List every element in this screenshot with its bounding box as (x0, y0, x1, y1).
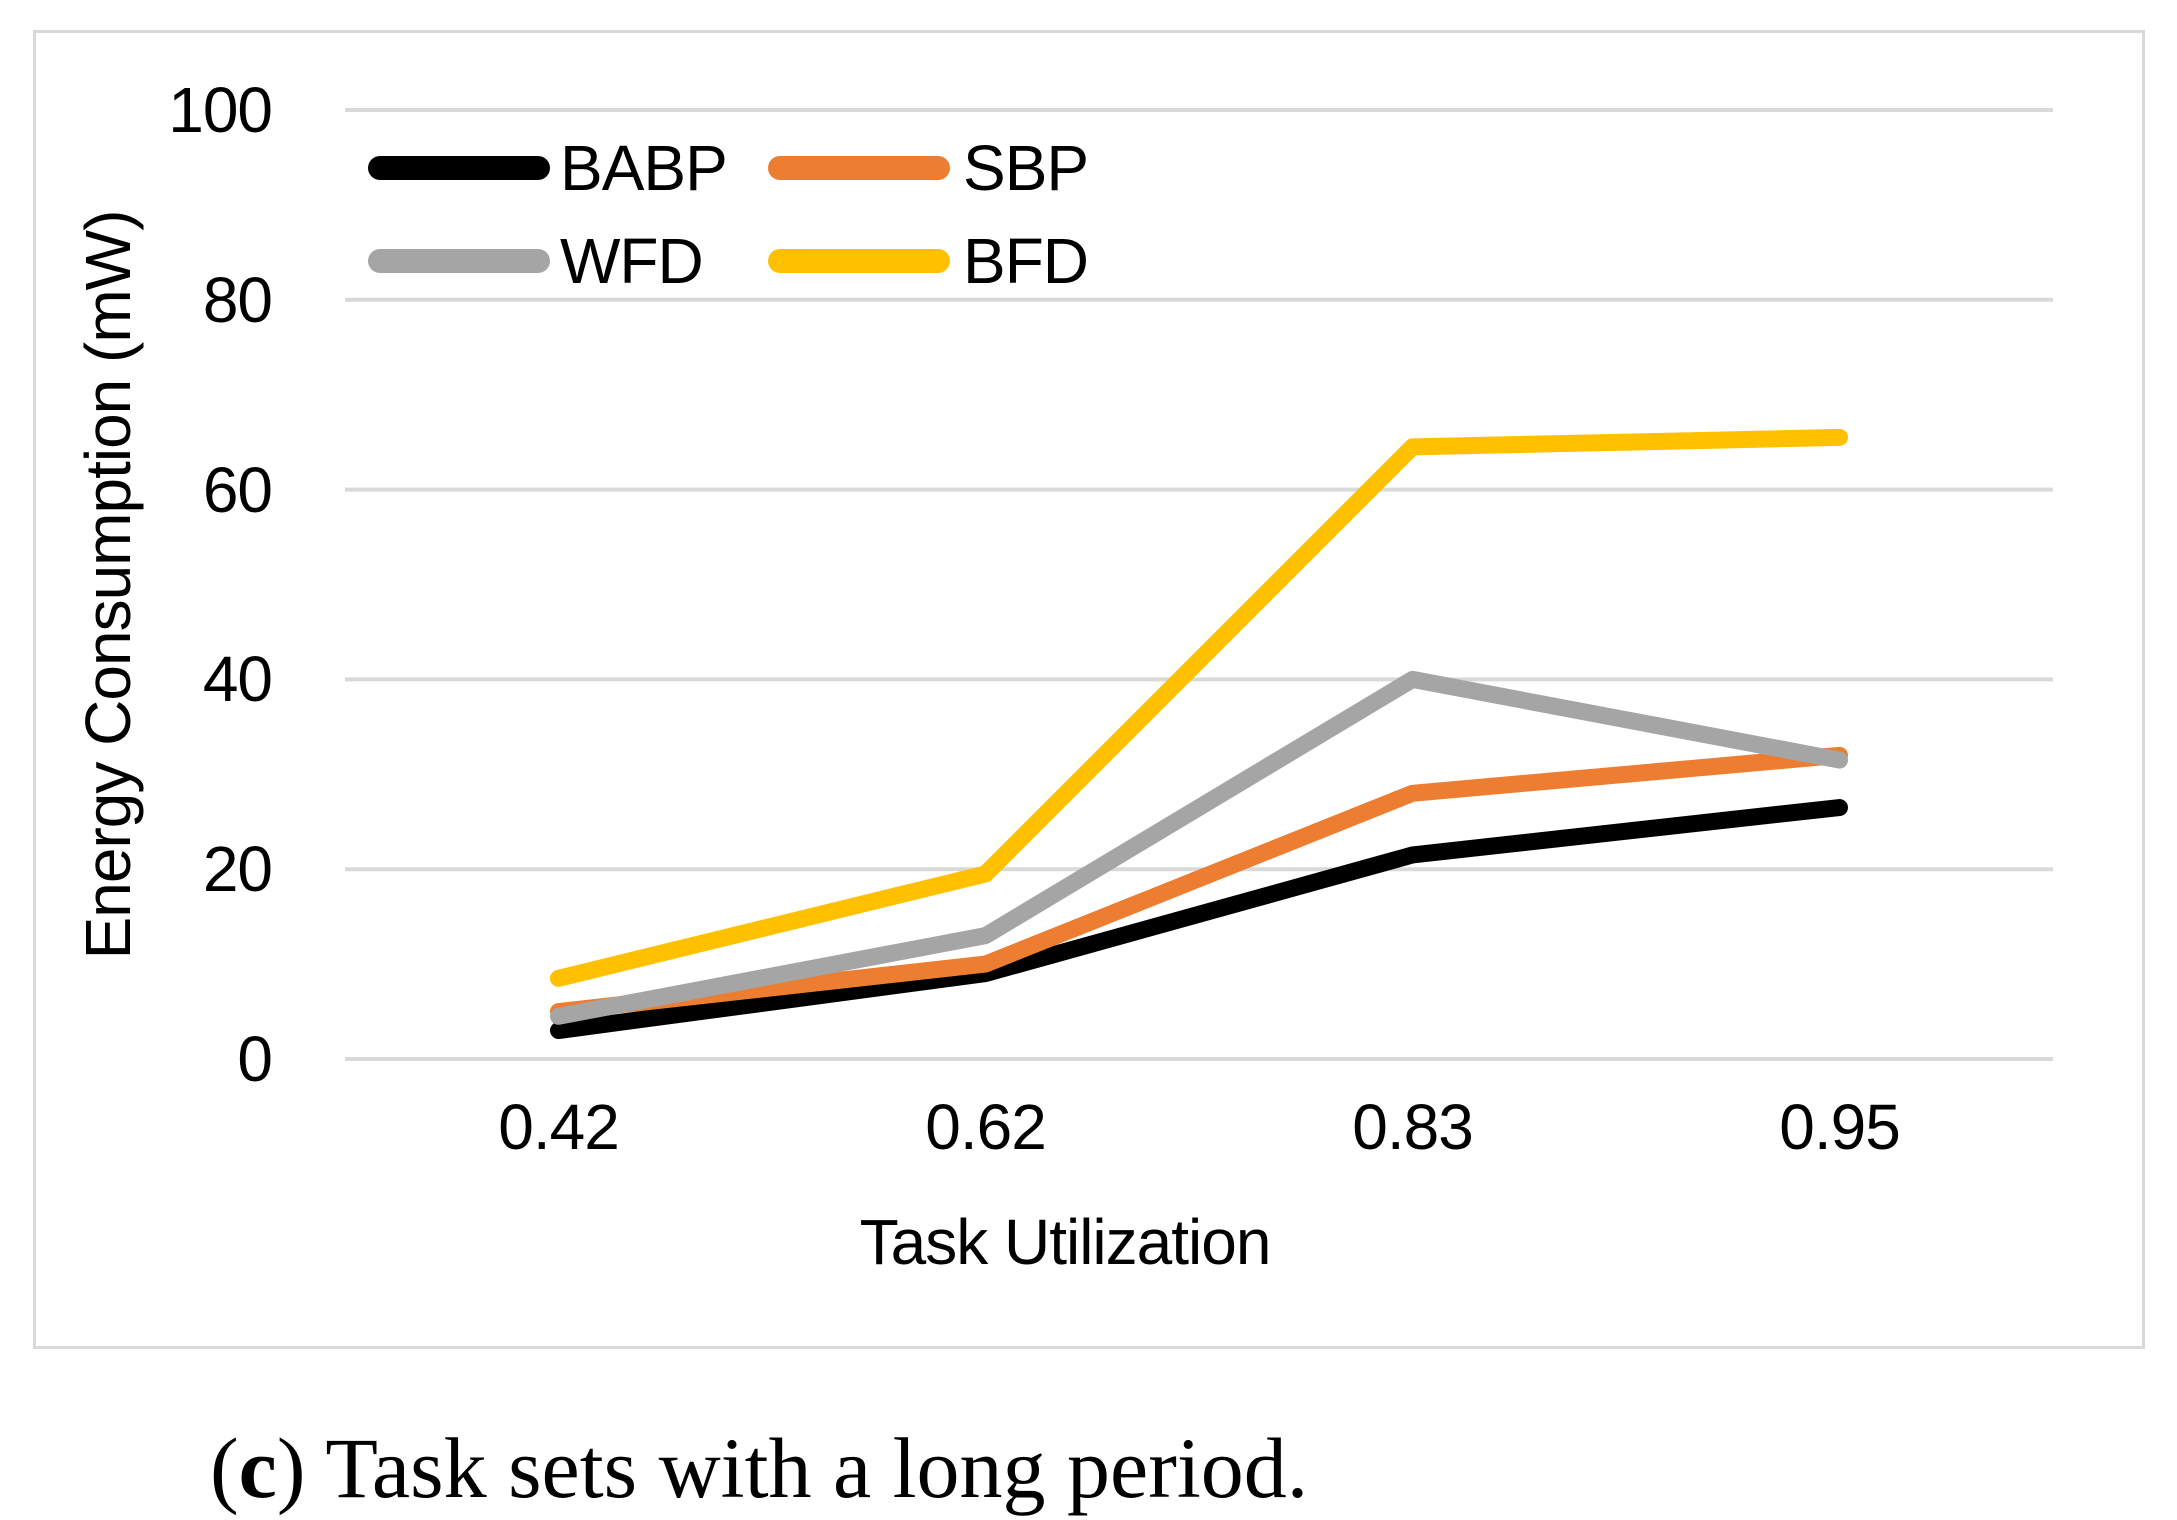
legend-swatch-BABP (368, 156, 550, 180)
y-axis-tick-label-80: 80 (202, 263, 273, 336)
x-axis-tick-label-0.42: 0.42 (498, 1091, 620, 1163)
legend-swatch-WFD (368, 249, 550, 273)
x-axis-tick-label-0.83: 0.83 (1352, 1091, 1474, 1163)
y-axis-tick-label-100: 100 (168, 74, 273, 146)
legend-label-SBP: SBP (963, 132, 1089, 204)
caption-paren-close: ) (276, 1420, 306, 1516)
legend-label-WFD: WFD (560, 225, 704, 297)
series-line-WFD (550, 670, 1848, 1025)
legend-label-BABP: BABP (560, 132, 728, 204)
x-axis-tick-label-0.95: 0.95 (1779, 1091, 1901, 1163)
legend-swatch-BFD (768, 249, 950, 273)
caption: (c) Task sets with a long period. (210, 1418, 1308, 1518)
caption-bold-letter: c (238, 1420, 277, 1516)
series-line-BABP (550, 799, 1848, 1040)
series-line-SBP (550, 746, 1848, 1021)
legend-swatch-SBP (768, 156, 950, 180)
legend-label-BFD: BFD (963, 225, 1089, 297)
series-line-BFD (550, 428, 1848, 987)
x-axis-title: Task Utilization (859, 1206, 1272, 1278)
caption-paren-open: ( (210, 1420, 239, 1516)
y-axis-tick-label-60: 60 (202, 453, 273, 526)
y-axis-tick-label-40: 40 (202, 643, 273, 716)
y-axis-title: Energy Consumption (mW) (72, 210, 144, 960)
y-axis-tick-label-0: 0 (237, 1023, 273, 1095)
caption-text: Task sets with a long period. (325, 1420, 1309, 1516)
x-axis-tick-label-0.62: 0.62 (925, 1091, 1047, 1163)
y-axis-tick-label-20: 20 (202, 833, 273, 906)
